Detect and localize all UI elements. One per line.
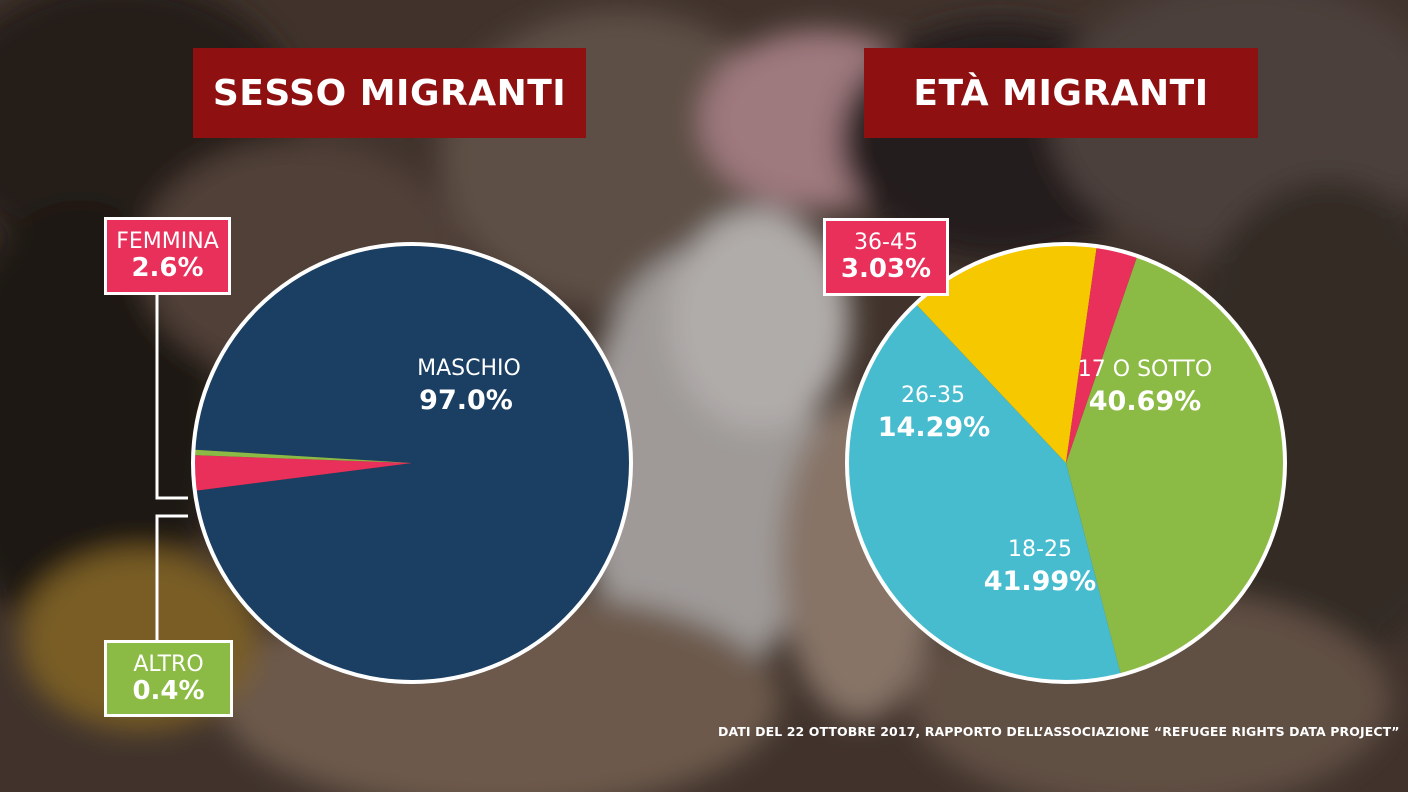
sesso-slice-femmina xyxy=(193,455,412,491)
title-sesso-migranti: SESSO MIGRANTI xyxy=(193,48,586,138)
pie-sesso xyxy=(191,242,633,684)
connector-femmina xyxy=(155,292,188,500)
callout-connectors xyxy=(155,292,188,642)
callout-femmina-value: 2.6% xyxy=(131,253,204,284)
sesso-outline xyxy=(191,242,633,684)
label-maschio: MASCHIO xyxy=(417,356,521,381)
label-18-25: 18-25 xyxy=(1008,537,1072,562)
label-26-35: 26-35 xyxy=(901,383,965,408)
eta-slice-36-45 xyxy=(1066,246,1138,463)
connector-altro xyxy=(155,514,188,642)
value-26-35: 14.29% xyxy=(878,412,990,443)
callout-femmina-label: FEMMINA xyxy=(116,229,219,254)
value-17-o-sotto: 40.69% xyxy=(1089,386,1201,417)
source-footnote: DATI DEL 22 OTTOBRE 2017, RAPPORTO DELL’… xyxy=(718,724,1400,739)
title-eta-migranti: ETÀ MIGRANTI xyxy=(864,48,1258,138)
callout-altro-label: ALTRO xyxy=(133,652,204,677)
eta-slice-18-25 xyxy=(846,303,1121,682)
eta-slice-17-o-sotto xyxy=(1066,255,1286,676)
value-maschio: 97.0% xyxy=(419,385,513,416)
label-17-o-sotto: 17 O SOTTO xyxy=(1078,357,1212,382)
callout-36-45: 36-45 3.03% xyxy=(823,218,949,296)
inner-slice-labels: MASCHIO 97.0% 17 O SOTTO 40.69% 18-25 41… xyxy=(417,356,1212,597)
callout-altro-value: 0.4% xyxy=(132,676,205,707)
sesso-slice-altro xyxy=(193,449,412,463)
callout-36-45-value: 3.03% xyxy=(840,254,932,285)
callout-femmina: FEMMINA 2.6% xyxy=(104,217,231,295)
callout-36-45-label: 36-45 xyxy=(854,230,918,255)
sesso-slice-maschio xyxy=(193,244,631,682)
eta-outline xyxy=(845,242,1287,684)
callout-altro: ALTRO 0.4% xyxy=(104,640,233,717)
value-18-25: 41.99% xyxy=(984,566,1096,597)
eta-slice-26-35 xyxy=(915,243,1097,463)
pie-eta xyxy=(845,242,1287,684)
